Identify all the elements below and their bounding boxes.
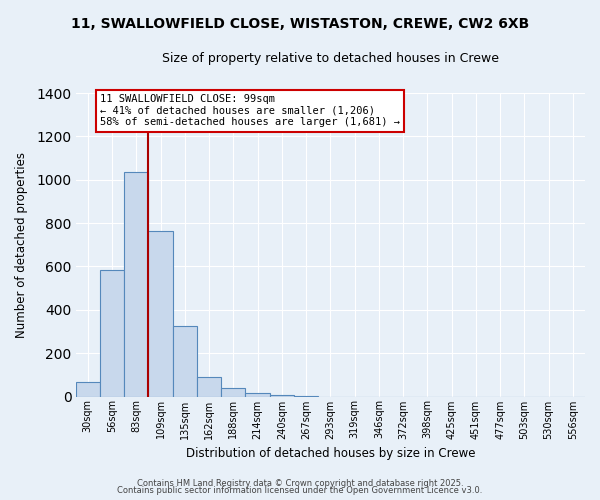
Text: Contains HM Land Registry data © Crown copyright and database right 2025.: Contains HM Land Registry data © Crown c… — [137, 478, 463, 488]
Title: Size of property relative to detached houses in Crewe: Size of property relative to detached ho… — [162, 52, 499, 66]
Bar — [76, 382, 100, 396]
Y-axis label: Number of detached properties: Number of detached properties — [15, 152, 28, 338]
Text: Contains public sector information licensed under the Open Government Licence v3: Contains public sector information licen… — [118, 486, 482, 495]
Text: 11, SWALLOWFIELD CLOSE, WISTASTON, CREWE, CW2 6XB: 11, SWALLOWFIELD CLOSE, WISTASTON, CREWE… — [71, 18, 529, 32]
Bar — [100, 270, 124, 396]
Bar — [148, 230, 173, 396]
Bar — [173, 326, 197, 396]
Bar — [221, 388, 245, 396]
Bar — [245, 392, 269, 396]
Text: 11 SWALLOWFIELD CLOSE: 99sqm
← 41% of detached houses are smaller (1,206)
58% of: 11 SWALLOWFIELD CLOSE: 99sqm ← 41% of de… — [100, 94, 400, 128]
X-axis label: Distribution of detached houses by size in Crewe: Distribution of detached houses by size … — [185, 447, 475, 460]
Bar — [124, 172, 148, 396]
Bar — [197, 377, 221, 396]
